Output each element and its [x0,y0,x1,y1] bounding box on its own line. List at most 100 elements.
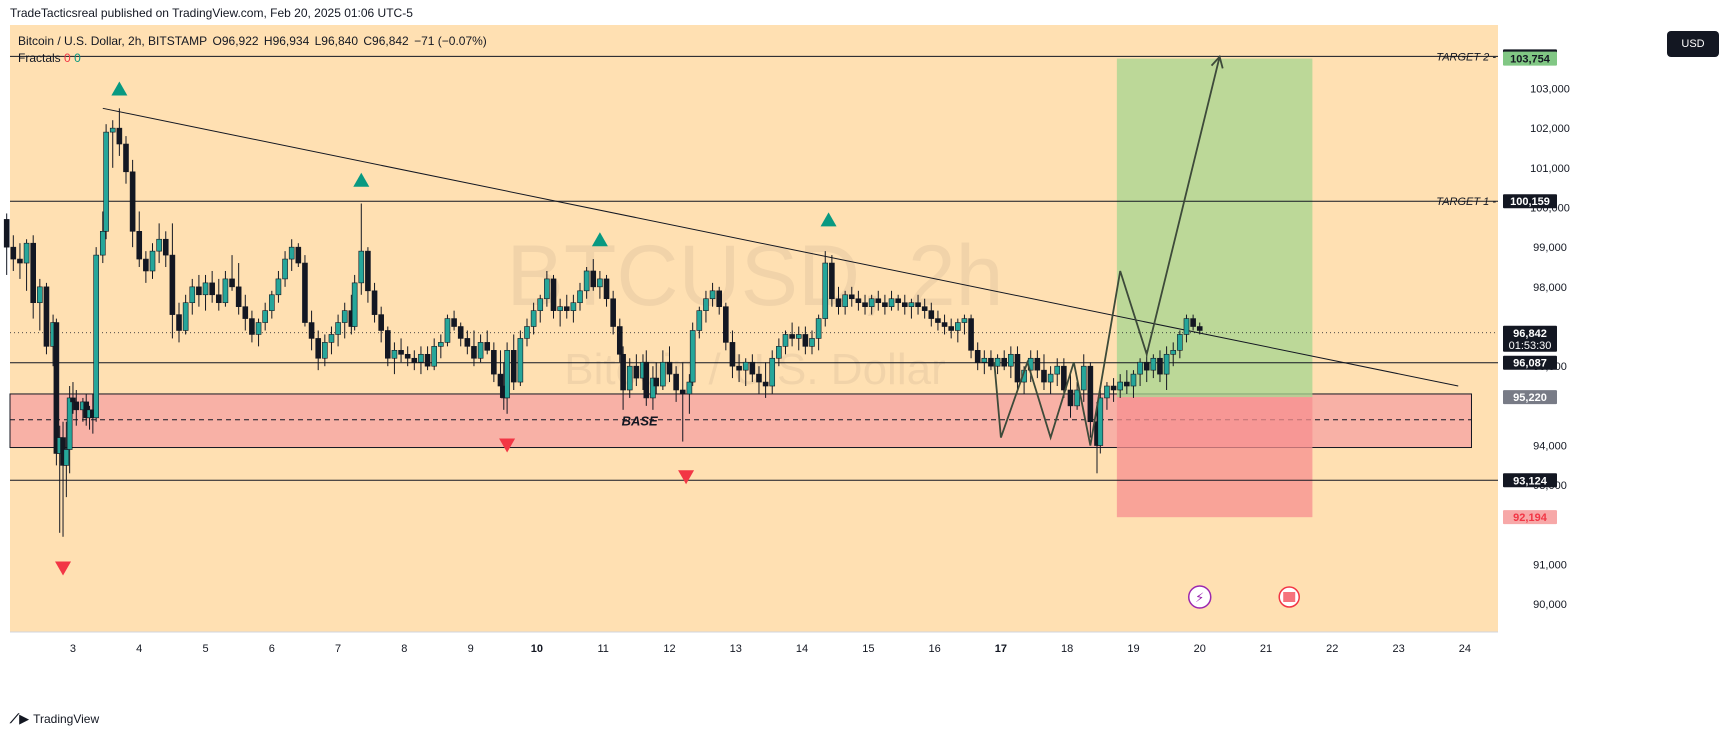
candle-down [550,278,557,311]
candle-up [335,322,341,335]
candle-down [1014,353,1021,383]
publish-info: TradeTacticsreal published on TradingVie… [10,6,413,20]
candle-down [829,262,835,300]
candle-down [756,373,762,383]
candle-up [776,346,782,359]
symbol-legend: Bitcoin / U.S. Dollar, 2h, BITSTAMP O96,… [18,34,489,48]
candle-up [537,298,544,311]
candle-down [855,298,862,304]
candle-down [471,346,477,359]
candle-down [610,298,616,327]
candle-down [603,278,610,300]
projection-arrowhead [1210,54,1224,69]
high-value: H96,934 [263,34,310,48]
candle-up [660,361,666,387]
candle-down [835,298,842,307]
candle-up [66,397,73,450]
candle-down [762,381,769,387]
candle-up [1137,361,1143,375]
stop-price-badge-bg [1503,510,1557,525]
projection-path [993,56,1221,446]
candle-down [848,294,855,300]
candle-down [404,353,411,359]
candle-down [968,318,974,351]
candle-up [99,231,106,256]
fractal-down-marker [499,438,516,453]
candle-down [249,318,255,335]
x-tick-label: 12 [663,643,675,655]
candle-down [411,357,418,363]
y-tick-label: 102,000 [1530,123,1570,135]
candle-down [653,377,660,387]
candle-down [882,302,888,307]
candle-down [209,282,215,296]
stop-zone [1116,397,1313,518]
candle-up [1047,373,1054,383]
candle-down [308,322,315,339]
candle-down [749,361,756,375]
candle-up [1104,385,1110,399]
candle-down [948,326,954,331]
currency-button[interactable]: USD [1667,31,1719,57]
fractal-up-marker [111,81,128,96]
candle-up [696,310,703,331]
candle-up [842,294,848,307]
candle-up [341,310,348,323]
candle-up [189,286,196,304]
footer-brand[interactable]: ⟋▶ TradingView [10,711,99,727]
x-tick-label: 9 [468,643,474,655]
candle-down [633,365,640,379]
x-tick-label: 21 [1260,643,1272,655]
candle-up [288,246,295,260]
stop-price-badge: 92,194 [1513,512,1548,524]
entry-price-badge: 95,220 [1513,392,1547,404]
candle-down [378,314,384,331]
x-tick-label: 20 [1194,643,1206,655]
candle-down [723,306,729,343]
candle-down [315,338,322,359]
indicator-legend[interactable]: Fractals 0 0 [18,51,81,65]
target-zone [1116,58,1313,398]
candle-up [530,310,537,327]
candle-up [1117,381,1124,391]
candle-up [888,298,895,307]
x-tick-label: 17 [995,643,1007,655]
candle-up [686,381,693,395]
candle-down [802,334,809,347]
candle-up [570,302,577,311]
entry-price-badge-bg [1503,390,1557,405]
y-tick-label: 94,000 [1533,441,1567,453]
indicator-value-up: 0 [74,51,81,65]
candle-up [358,250,365,284]
x-tick-label: 4 [136,643,142,655]
candle-down [716,290,723,307]
candle-down [1157,357,1163,375]
candle-down [620,353,626,391]
change-value: −71 (−0.07%) [414,34,487,48]
candle-down [3,219,10,248]
candle-up [742,361,749,371]
candle-down [17,258,23,264]
x-tick-label: 22 [1326,643,1338,655]
candle-up [477,342,484,359]
candle-up [255,322,262,335]
candle-up [908,302,915,307]
symbol-title: Bitcoin / U.S. Dollar, 2h, BITSTAMP [18,34,208,48]
candle-down [129,171,136,232]
indicator-name: Fractals [18,51,61,65]
x-tick-label: 5 [202,643,208,655]
candle-up [577,290,583,304]
candle-down [484,342,491,351]
current-price-badge-countdown: 01:53:30 [1509,340,1552,352]
candle-up [994,357,1001,367]
candle-down [563,306,570,311]
candle-up [182,302,189,331]
candle-down [901,302,908,307]
candle-down [941,322,948,327]
candle-up [583,270,590,292]
candle-up [1074,389,1080,407]
y-tick-label: 91,000 [1533,560,1567,572]
candle-down [30,242,36,304]
